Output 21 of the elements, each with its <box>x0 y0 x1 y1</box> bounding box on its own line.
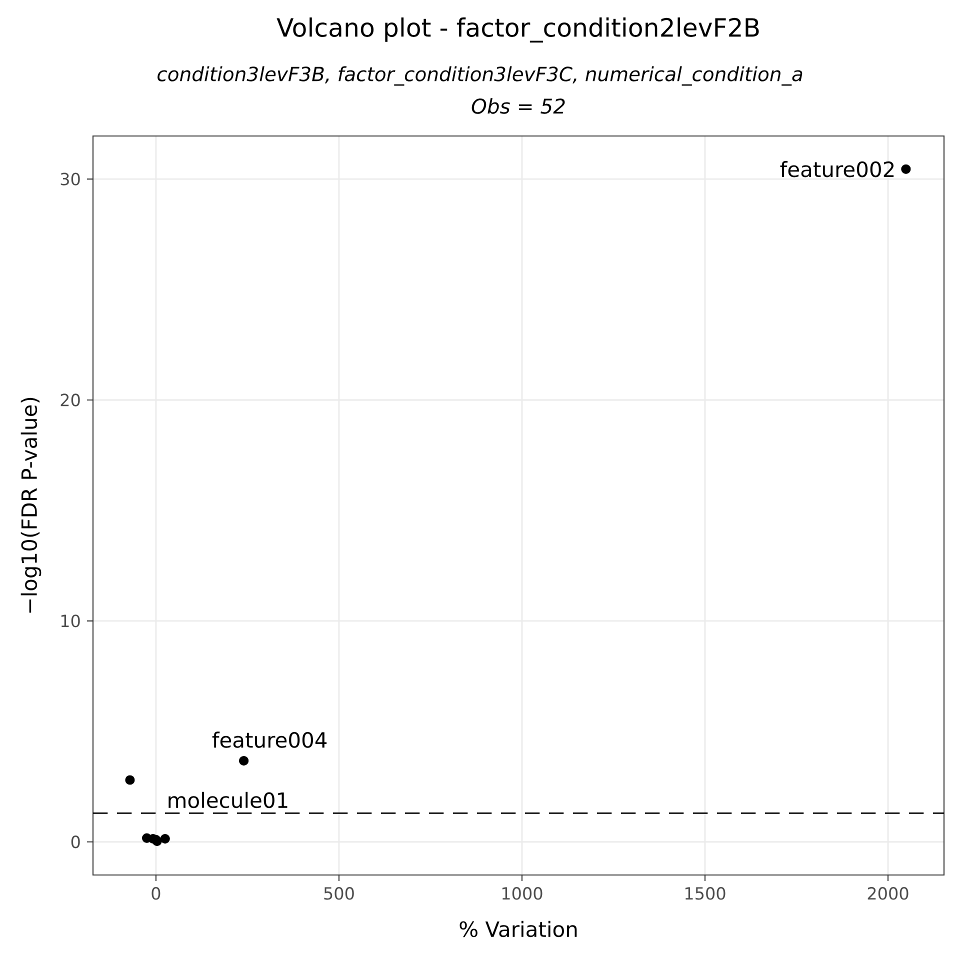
y-tick-label: 30 <box>60 172 80 186</box>
point <box>901 164 911 174</box>
x-tick-label: 0 <box>152 887 160 900</box>
x-tick-label: 1500 <box>685 887 726 900</box>
point <box>160 834 170 844</box>
x-tick-label: 1000 <box>502 887 542 900</box>
y-tick-label: 20 <box>60 394 80 406</box>
text: Obs = 52 <box>472 98 565 114</box>
y-tick-label: 0 <box>71 836 80 848</box>
annotation: molecule01 <box>168 792 288 808</box>
annotation: feature002 <box>780 161 894 178</box>
chart-subtitle: condition3levF3B, factor_condition3levF3C, numerical_condition_a <box>158 66 802 86</box>
x-axis-title: % Variation <box>460 920 577 938</box>
y-tick-label: 10 <box>61 614 80 628</box>
point <box>125 775 135 785</box>
annotation: feature004 <box>212 732 327 748</box>
chart-title: Volcano plot - factor_condition2levF2B <box>276 17 759 43</box>
x-tick-label: 2000 <box>868 887 908 900</box>
x-tick-label: 500 <box>324 887 354 900</box>
point <box>239 756 249 766</box>
y-axis-title: −log10(FDR P-value) <box>20 398 42 613</box>
